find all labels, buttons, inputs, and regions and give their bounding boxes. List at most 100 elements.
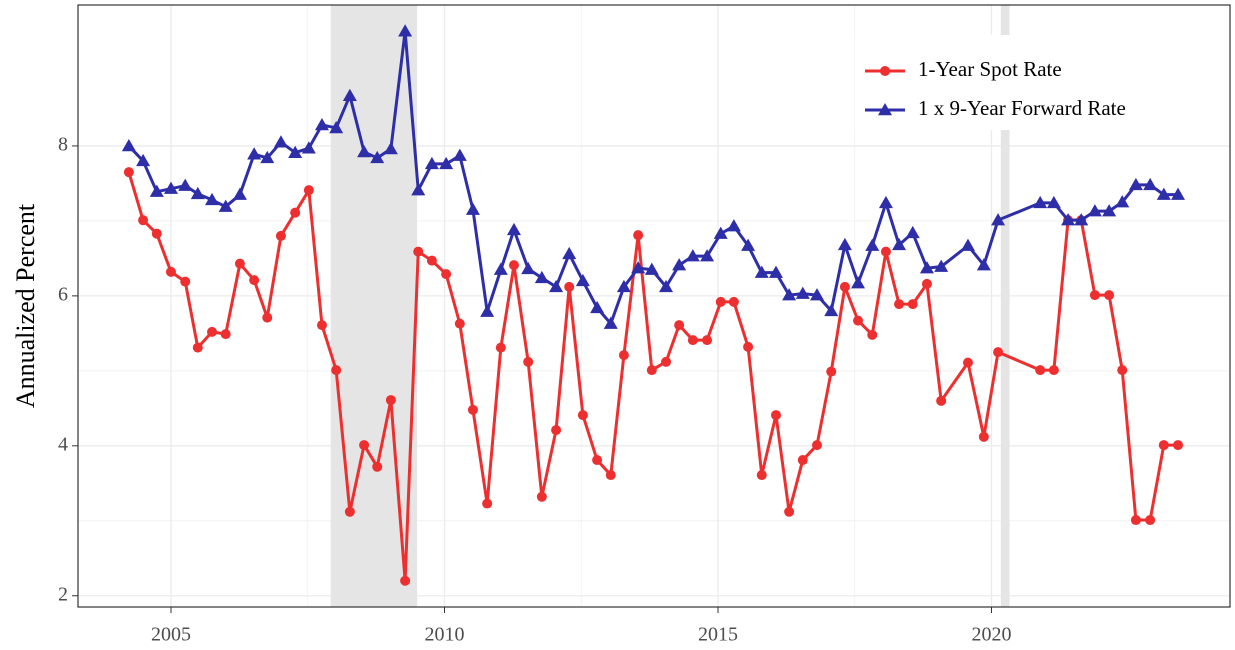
marker [590, 300, 605, 314]
marker [290, 207, 301, 218]
y-tick-label: 8 [58, 134, 68, 156]
marker [424, 156, 439, 170]
marker [564, 281, 575, 292]
marker [782, 288, 797, 301]
marker [728, 296, 739, 307]
marker [631, 261, 646, 274]
marker [672, 258, 687, 271]
marker [894, 299, 905, 310]
marker [398, 24, 413, 37]
marker [659, 279, 674, 293]
legend-marker [880, 66, 890, 76]
marker [661, 356, 672, 367]
marker [536, 491, 547, 502]
marker [603, 316, 618, 329]
marker [342, 88, 357, 101]
marker [534, 270, 549, 284]
marker [618, 350, 629, 361]
marker [577, 410, 588, 421]
marker [163, 181, 178, 194]
marker [562, 246, 577, 260]
marker [165, 266, 176, 277]
marker [1117, 365, 1128, 376]
x-tick-label: 2020 [972, 624, 1012, 646]
marker [1173, 440, 1184, 451]
marker [149, 184, 164, 197]
marker [1143, 177, 1158, 191]
marker [521, 261, 536, 275]
marker [991, 213, 1006, 226]
marker [824, 303, 839, 317]
marker [467, 404, 478, 415]
marker [905, 225, 920, 239]
marker [934, 259, 949, 272]
marker [993, 347, 1004, 358]
marker [702, 335, 713, 346]
marker [192, 342, 203, 353]
marker [301, 141, 316, 154]
plot-frame [77, 4, 1231, 608]
marker [262, 312, 273, 323]
marker [741, 238, 756, 251]
marker [493, 262, 508, 275]
marker [344, 506, 355, 517]
marker [797, 455, 808, 466]
marker [1130, 515, 1141, 526]
marker [400, 575, 411, 586]
marker [314, 117, 329, 131]
marker [551, 425, 562, 436]
marker [232, 187, 247, 200]
marker [316, 320, 327, 331]
marker [180, 276, 191, 287]
legend-marker [878, 103, 892, 116]
marker [413, 246, 424, 257]
y-tick-label: 4 [58, 433, 68, 455]
recession-shade [330, 5, 418, 607]
marker [275, 230, 286, 241]
marker [370, 150, 385, 164]
marker [687, 335, 698, 346]
marker [1033, 195, 1048, 209]
marker [480, 304, 495, 317]
marker [795, 286, 810, 299]
marker [962, 357, 973, 368]
marker [976, 258, 991, 271]
marker [273, 135, 288, 148]
marker [754, 265, 769, 278]
marker [700, 249, 715, 262]
marker [936, 395, 947, 406]
marker [454, 318, 465, 329]
marker [207, 326, 218, 337]
marker [839, 281, 850, 292]
marker [892, 237, 907, 251]
marker [743, 341, 754, 352]
marker [357, 144, 372, 158]
marker [978, 431, 989, 442]
marker [136, 153, 151, 167]
x-tick-label: 2015 [698, 624, 738, 646]
marker [303, 185, 314, 196]
marker [674, 320, 685, 331]
marker [1048, 365, 1059, 376]
marker [426, 255, 437, 266]
marker [452, 148, 467, 161]
marker [411, 183, 426, 196]
marker [138, 215, 149, 226]
marker [1089, 290, 1100, 301]
marker [837, 237, 852, 251]
marker [249, 275, 260, 286]
marker [495, 342, 506, 353]
x-tick-label: 2005 [151, 624, 191, 646]
series-line [127, 171, 1179, 583]
marker [646, 365, 657, 376]
marker [644, 262, 659, 275]
marker [1035, 365, 1046, 376]
marker [482, 498, 493, 509]
marker [465, 202, 480, 215]
legend-label: 1-Year Spot Rate [918, 57, 1062, 81]
marker [715, 296, 726, 307]
marker [770, 410, 781, 421]
marker [726, 219, 741, 232]
marker [359, 440, 370, 451]
marker [234, 258, 245, 269]
